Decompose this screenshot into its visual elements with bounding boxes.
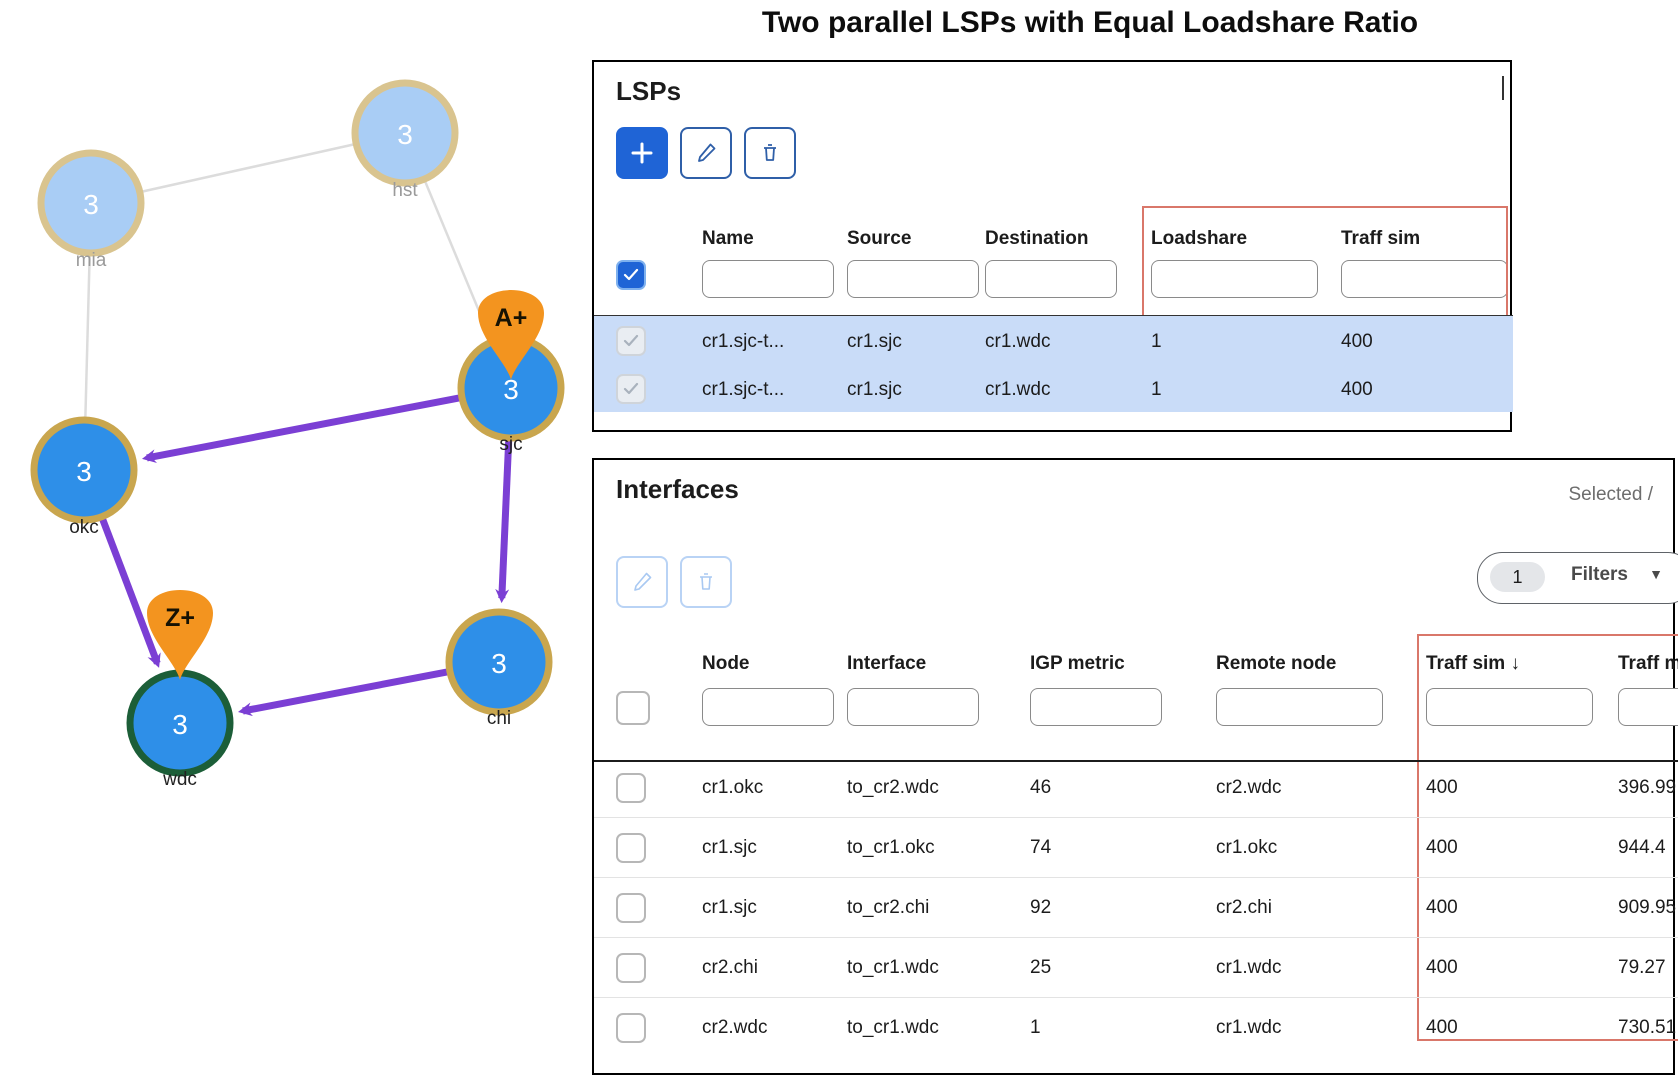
svg-text:3: 3 xyxy=(83,189,99,220)
svg-text:hst: hst xyxy=(392,180,418,201)
svg-text:3: 3 xyxy=(397,119,413,150)
svg-text:Z+: Z+ xyxy=(165,604,195,632)
svg-text:chi: chi xyxy=(487,708,511,729)
svg-text:3: 3 xyxy=(172,709,188,740)
svg-text:mia: mia xyxy=(76,250,107,271)
svg-text:sjc: sjc xyxy=(499,434,522,455)
svg-text:3: 3 xyxy=(76,456,92,487)
svg-text:wdc: wdc xyxy=(162,769,197,790)
svg-text:3: 3 xyxy=(491,648,507,679)
svg-text:okc: okc xyxy=(69,517,99,538)
svg-text:A+: A+ xyxy=(495,304,528,332)
